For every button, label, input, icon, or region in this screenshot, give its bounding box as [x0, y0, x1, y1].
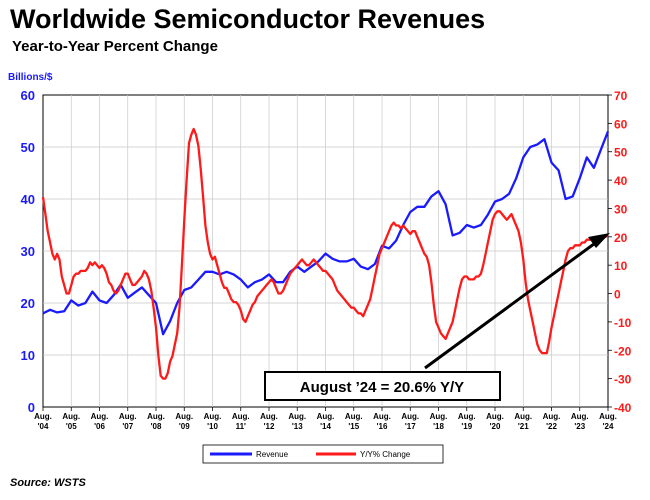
chart-subtitle: Year-to-Year Percent Change	[12, 38, 218, 55]
x-tick-label-year: '19	[461, 422, 472, 431]
x-tick-label-month: Aug.	[232, 412, 250, 421]
right-tick-label: -30	[614, 373, 632, 387]
right-tick-label: 10	[614, 259, 628, 273]
x-tick-label-year: 11'	[236, 422, 246, 431]
x-tick-label-year: '12	[264, 422, 275, 431]
right-tick-label: 60	[614, 117, 628, 131]
right-tick-label: 30	[614, 202, 628, 216]
right-tick-label: 20	[614, 231, 628, 245]
x-tick-label-month: Aug.	[571, 412, 589, 421]
x-tick-label-year: '15	[348, 422, 359, 431]
chart-title: Worldwide Semiconductor Revenues	[10, 4, 486, 34]
x-tick-label-month: Aug.	[34, 412, 52, 421]
revenue-line	[42, 130, 610, 336]
x-tick-label-year: '16	[377, 422, 388, 431]
left-tick-label: 20	[21, 296, 35, 311]
left-tick-label: 60	[21, 88, 35, 103]
legend-label-revenue: Revenue	[256, 450, 289, 459]
x-tick-label-month: Aug.	[401, 412, 419, 421]
x-tick-label-year: '09	[179, 422, 190, 431]
right-tick-label: 0	[614, 288, 621, 302]
x-tick-label-year: '06	[94, 422, 105, 431]
x-tick-label-month: Aug.	[599, 412, 617, 421]
x-tick-label-month: Aug.	[91, 412, 109, 421]
right-tick-label: -40	[614, 401, 632, 415]
x-tick-label-year: '24	[603, 422, 614, 431]
right-tick-label: 40	[614, 174, 628, 188]
right-tick-label: -20	[614, 344, 632, 358]
x-tick-label-year: '21	[518, 422, 529, 431]
x-tick-label-month: Aug.	[430, 412, 448, 421]
x-tick-label-year: '20	[490, 422, 501, 431]
right-tick-label: 70	[614, 89, 628, 103]
left-tick-label: 0	[28, 400, 35, 415]
source-note: Source: WSTS	[10, 477, 86, 489]
yoy-change-line	[41, 127, 609, 380]
x-tick-label-year: '05	[66, 422, 77, 431]
x-tick-label-month: Aug.	[260, 412, 278, 421]
x-tick-label-year: '22	[546, 422, 557, 431]
left-tick-label: 10	[21, 348, 35, 363]
x-tick-label-year: '08	[151, 422, 162, 431]
x-tick-label-month: Aug.	[204, 412, 222, 421]
x-tick-label-month: Aug.	[458, 412, 476, 421]
right-tick-label: 50	[614, 146, 628, 160]
x-tick-label-year: '07	[122, 422, 133, 431]
annotation-box: August ’24 = 20.6% Y/Y	[264, 371, 501, 401]
left-axis-label: Billions/$	[8, 72, 53, 83]
x-tick-label-month: Aug.	[543, 412, 561, 421]
x-tick-label-year: '17	[405, 422, 416, 431]
series-lines	[41, 127, 610, 380]
legend-label-yoy: Y/Y% Change	[360, 450, 411, 459]
x-tick-label-year: '18	[433, 422, 444, 431]
x-tick-label-year: '13	[292, 422, 303, 431]
x-tick-label-year: '14	[320, 422, 331, 431]
legend: Revenue Y/Y% Change	[202, 444, 444, 464]
x-tick-label-month: Aug.	[514, 412, 532, 421]
x-tick-label-month: Aug.	[345, 412, 363, 421]
x-tick-label-month: Aug.	[175, 412, 193, 421]
x-tick-label-month: Aug.	[317, 412, 335, 421]
x-tick-label-month: Aug.	[62, 412, 80, 421]
left-tick-label: 30	[21, 244, 35, 259]
x-tick-label-year: '23	[574, 422, 585, 431]
x-tick-label-month: Aug.	[288, 412, 306, 421]
left-tick-label: 40	[21, 192, 35, 207]
gridlines	[43, 95, 608, 407]
left-tick-label: 50	[21, 140, 35, 155]
axes: 0 10 20 30 40 50 60 -40 -30 -20 -10 0 10 20 30 40 50 60 70…	[21, 88, 632, 431]
x-tick-label-year: '04	[38, 422, 49, 431]
x-tick-label-month: Aug.	[486, 412, 504, 421]
annotation-text: August ’24 = 20.6% Y/Y	[300, 379, 464, 396]
x-tick-label-month: Aug.	[147, 412, 165, 421]
x-tick-label-month: Aug.	[373, 412, 391, 421]
x-tick-label-year: '10	[207, 422, 218, 431]
right-tick-label: -10	[614, 316, 632, 330]
x-tick-label-month: Aug.	[119, 412, 137, 421]
annotation-arrow	[424, 233, 610, 370]
